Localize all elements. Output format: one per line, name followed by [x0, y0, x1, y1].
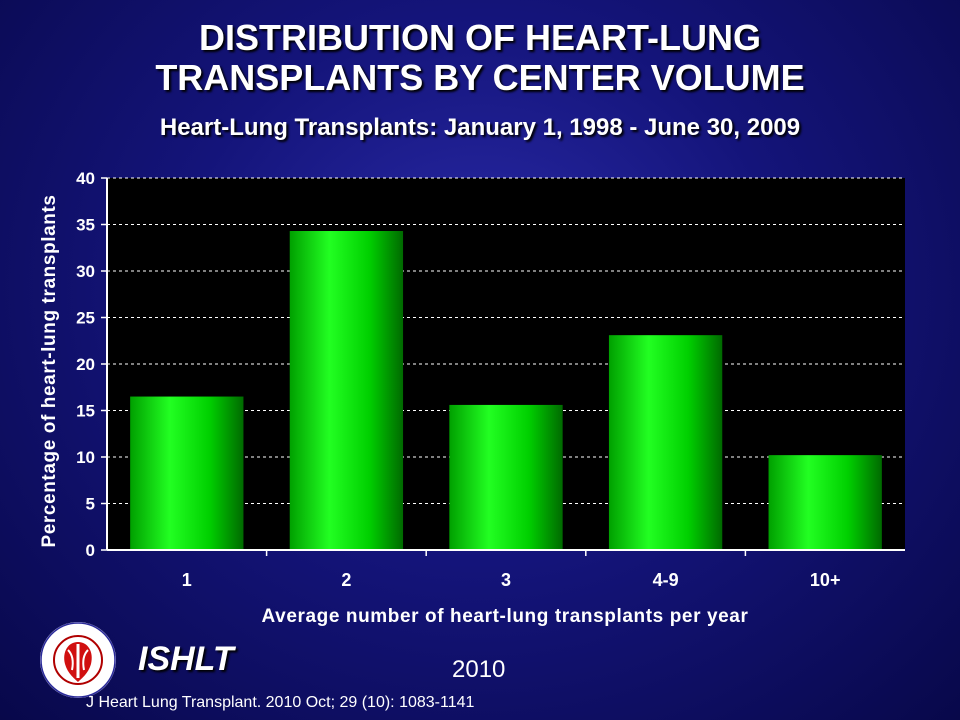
y-tick-label: 30 [76, 262, 95, 281]
x-tick-label: 4-9 [653, 570, 679, 590]
y-axis-label: Percentage of heart-lung transplants [39, 194, 60, 547]
citation: J Heart Lung Transplant. 2010 Oct; 29 (1… [86, 694, 475, 711]
publication-year: 2010 [452, 656, 506, 683]
y-tick-label: 15 [76, 402, 95, 421]
x-tick-label: 1 [182, 570, 192, 590]
x-tick-label: 3 [501, 570, 511, 590]
bar [130, 396, 244, 550]
y-tick-label: 40 [76, 169, 95, 188]
bar [768, 455, 882, 550]
x-tick-label: 10+ [810, 570, 841, 590]
bar [608, 335, 723, 550]
y-tick-label: 5 [86, 495, 95, 514]
y-tick-label: 25 [76, 309, 95, 328]
chart-title: DISTRIBUTION OF HEART-LUNG TRANSPLANTS B… [0, 18, 960, 98]
title-line-2: TRANSPLANTS BY CENTER VOLUME [155, 57, 805, 98]
y-tick-label: 20 [76, 355, 95, 374]
y-tick-label: 10 [76, 448, 95, 467]
ishlt-seal-icon [40, 622, 116, 698]
x-tick-label: 2 [341, 570, 351, 590]
title-line-1: DISTRIBUTION OF HEART-LUNG [199, 17, 761, 58]
chart-subtitle: Heart-Lung Transplants: January 1, 1998 … [159, 114, 801, 141]
bar [449, 404, 563, 550]
ishlt-label: ISHLT [138, 640, 234, 678]
bar [289, 231, 404, 550]
x-axis-label: Average number of heart-lung transplants… [262, 606, 749, 627]
y-tick-label: 35 [76, 216, 95, 235]
y-tick-label: 0 [86, 541, 95, 560]
